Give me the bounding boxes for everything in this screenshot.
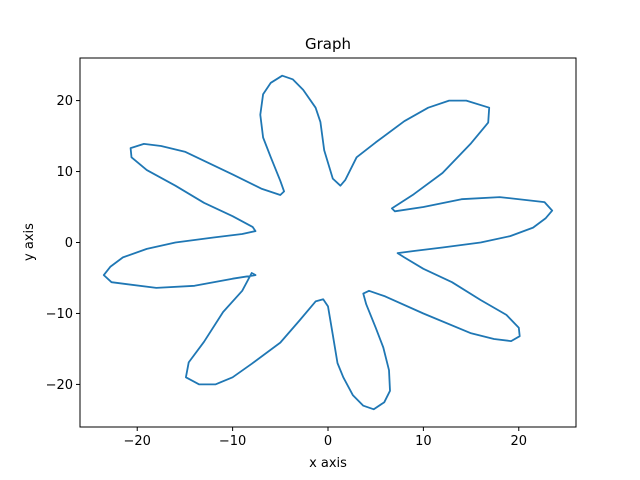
x-ticks: −20 −10 0 10 20 [124,427,527,449]
y-tick-label: −10 [46,307,73,322]
x-tick-label: −10 [219,434,246,449]
x-tick-label: 20 [510,434,527,449]
chart-title: Graph [305,35,351,53]
y-ticks: −20 −10 0 10 20 [46,94,80,393]
y-tick-label: 0 [65,236,73,251]
x-tick-label: −20 [124,434,151,449]
y-tick-label: 20 [56,94,73,109]
plot-lines [102,74,554,411]
series-line-0 [102,74,554,411]
x-tick-label: 10 [415,434,432,449]
x-tick-label: 0 [324,434,332,449]
y-tick-label: −20 [46,378,73,393]
y-axis-label: y axis [22,223,37,261]
x-axis-label: x axis [309,456,347,471]
y-tick-label: 10 [56,165,73,180]
